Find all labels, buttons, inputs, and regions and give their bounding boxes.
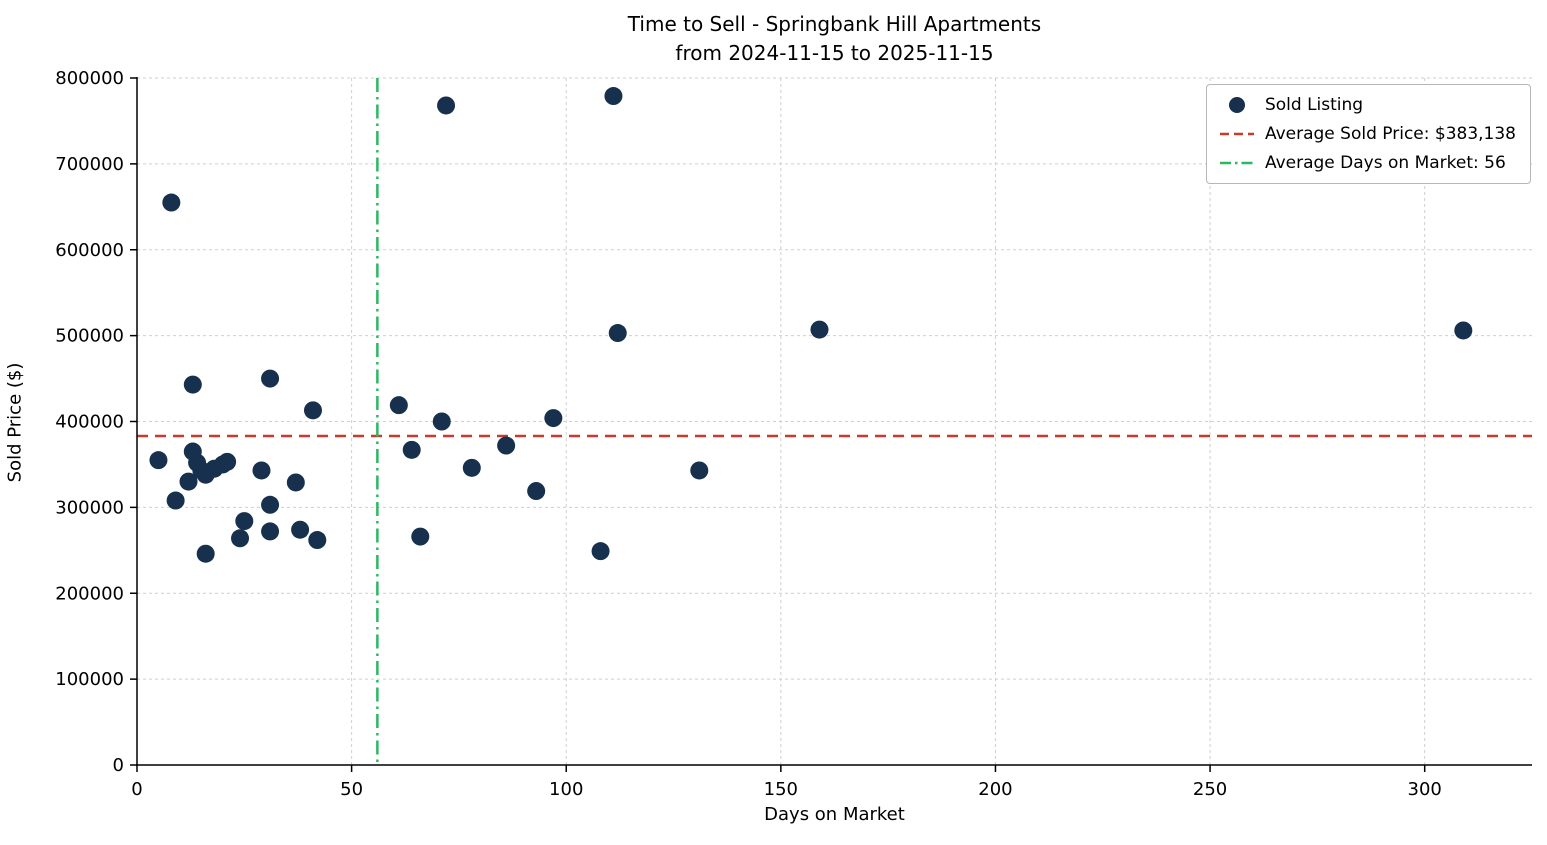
scatter-point xyxy=(166,491,185,510)
legend-marker-dashed-line-icon xyxy=(1219,125,1255,143)
legend-label-avg-price: Average Sold Price: $383,138 xyxy=(1264,124,1516,144)
chart-title-line2: from 2024-11-15 to 2025-11-15 xyxy=(675,41,994,65)
scatter-point xyxy=(690,461,709,480)
scatter-point xyxy=(437,96,456,115)
scatter-point xyxy=(402,440,421,459)
scatter-point xyxy=(303,401,322,420)
scatter-point xyxy=(527,482,546,501)
x-tick-label: 150 xyxy=(764,779,798,800)
y-tick-label: 700000 xyxy=(55,154,124,175)
scatter-point xyxy=(591,542,610,561)
scatter-point xyxy=(235,512,254,531)
scatter-point xyxy=(389,396,408,415)
y-tick-label: 800000 xyxy=(55,68,124,89)
scatter-point xyxy=(308,531,327,550)
scatter-point xyxy=(497,436,516,455)
scatter-point xyxy=(432,412,451,431)
scatter-point xyxy=(149,451,168,470)
scatter-point xyxy=(286,473,305,492)
scatter-point xyxy=(544,409,563,428)
legend-label-avg-days: Average Days on Market: 56 xyxy=(1264,153,1506,173)
chart-title: Time to Sell - Springbank Hill Apartment… xyxy=(137,10,1532,68)
x-axis-label: Days on Market xyxy=(764,804,905,825)
scatter-point xyxy=(231,529,250,548)
scatter-point xyxy=(604,87,623,106)
legend-item-sold-listing: Sold Listing xyxy=(1219,95,1516,115)
x-tick-label: 100 xyxy=(549,779,583,800)
x-tick-label: 250 xyxy=(1193,779,1227,800)
x-tick-label: 50 xyxy=(340,779,363,800)
legend: Sold Listing Average Sold Price: $383,13… xyxy=(1205,84,1531,184)
y-tick-label: 600000 xyxy=(55,240,124,261)
x-tick-label: 300 xyxy=(1408,779,1442,800)
legend-marker-dashdot-line-icon xyxy=(1219,154,1255,172)
scatter-point xyxy=(261,369,280,388)
scatter-point xyxy=(252,461,271,480)
y-tick-label: 400000 xyxy=(55,412,124,433)
legend-item-avg-days: Average Days on Market: 56 xyxy=(1219,153,1516,173)
legend-label-sold-listing: Sold Listing xyxy=(1264,95,1364,115)
scatter-point xyxy=(196,544,215,563)
y-tick-label: 0 xyxy=(113,755,124,776)
legend-marker-dot-icon xyxy=(1219,96,1255,114)
scatter-point xyxy=(218,452,237,471)
y-tick-label: 300000 xyxy=(55,497,124,518)
scatter-point xyxy=(179,472,198,491)
x-tick-label: 0 xyxy=(131,779,142,800)
scatter-point xyxy=(261,495,280,514)
legend-item-avg-price: Average Sold Price: $383,138 xyxy=(1219,124,1516,144)
scatter-point xyxy=(810,320,829,339)
scatter-point xyxy=(462,458,481,477)
y-tick-label: 500000 xyxy=(55,326,124,347)
scatter-point xyxy=(608,324,627,343)
x-tick-label: 200 xyxy=(978,779,1012,800)
chart-title-line1: Time to Sell - Springbank Hill Apartment… xyxy=(627,12,1042,36)
y-tick-label: 200000 xyxy=(55,583,124,604)
y-tick-label: 100000 xyxy=(55,669,124,690)
scatter-point xyxy=(183,375,202,394)
scatter-point xyxy=(411,527,430,546)
scatter-point xyxy=(261,522,280,541)
y-axis-label: Sold Price ($) xyxy=(4,362,26,483)
scatter-point xyxy=(162,193,181,212)
scatter-point xyxy=(1454,321,1473,340)
scatter-point xyxy=(291,520,310,539)
